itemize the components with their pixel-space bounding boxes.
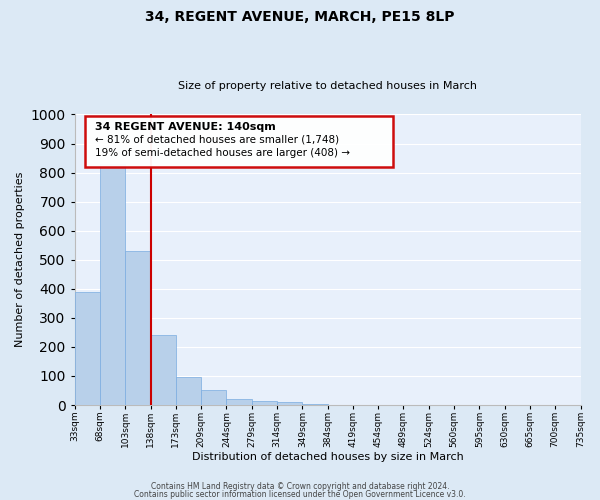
Bar [277,402,302,405]
Bar [125,251,151,405]
Text: 34 REGENT AVENUE: 140sqm: 34 REGENT AVENUE: 140sqm [95,122,275,132]
Text: Contains public sector information licensed under the Open Government Licence v3: Contains public sector information licen… [134,490,466,499]
Text: Contains HM Land Registry data © Crown copyright and database right 2024.: Contains HM Land Registry data © Crown c… [151,482,449,491]
Bar [151,334,176,405]
Y-axis label: Number of detached properties: Number of detached properties [15,172,25,348]
Bar [75,292,100,405]
Bar [176,377,201,405]
Bar [302,404,328,405]
Title: Size of property relative to detached houses in March: Size of property relative to detached ho… [178,82,477,92]
Text: 34, REGENT AVENUE, MARCH, PE15 8LP: 34, REGENT AVENUE, MARCH, PE15 8LP [145,10,455,24]
X-axis label: Distribution of detached houses by size in March: Distribution of detached houses by size … [192,452,463,462]
Bar [100,164,125,405]
Bar [201,390,226,405]
Text: 19% of semi-detached houses are larger (408) →: 19% of semi-detached houses are larger (… [95,148,350,158]
Text: ← 81% of detached houses are smaller (1,748): ← 81% of detached houses are smaller (1,… [95,135,339,145]
FancyBboxPatch shape [85,116,394,167]
Bar [226,398,252,405]
Bar [252,400,277,405]
